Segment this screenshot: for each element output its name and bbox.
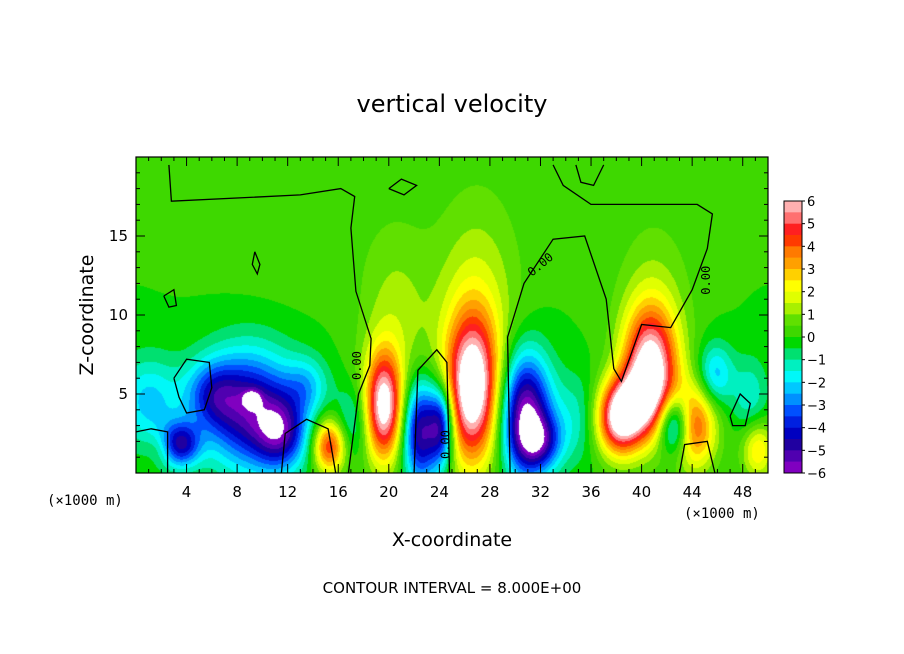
x-axis-ticks: 4 8 12 16 20 24 28 32 36 40 44 48 [148, 157, 769, 501]
zero-contour-line [506, 164, 714, 474]
chart-title: vertical velocity [357, 90, 548, 118]
colorbar-tick-label: 6 [807, 195, 815, 210]
colorbar-swatch [784, 223, 802, 236]
colorbar-tick-label: 4 [807, 240, 815, 255]
zero-contour-line [280, 418, 337, 474]
colorbar-tick-label: −5 [807, 444, 826, 459]
contour-label: 0.00 [438, 430, 452, 459]
x-tick-label: 36 [581, 483, 600, 501]
zero-contour-line [413, 348, 451, 474]
colorbar-tick-label: −4 [807, 422, 826, 437]
y-tick-label: 15 [109, 227, 128, 245]
colorbar-swatch [784, 405, 802, 417]
x-tick-label: 4 [182, 483, 192, 501]
zero-contour-line [678, 440, 716, 474]
colorbar-tick-label: 1 [807, 308, 815, 323]
colorbar-swatch [784, 348, 802, 360]
x-tick-label: 44 [683, 483, 702, 501]
y-axis-label: Z-coordinate [76, 255, 98, 376]
colorbar-swatch [784, 291, 802, 304]
colorbar-tick-label: −3 [807, 399, 826, 414]
colorbar-swatch [784, 382, 802, 394]
zero-contour-line [135, 428, 169, 473]
colorbar-swatch [784, 325, 802, 338]
colorbar-swatch [784, 303, 802, 315]
y-tick-label: 10 [109, 306, 128, 324]
colorbar: 6 5 4 3 2 1 0 −1 −2 −3 −4 −5 −6 [783, 195, 826, 482]
colorbar-swatch [784, 201, 802, 213]
colorbar-tick-label: 3 [807, 263, 815, 278]
x-axis-label: X-coordinate [392, 529, 512, 551]
colorbar-swatch [784, 359, 802, 372]
x-tick-label: 20 [379, 483, 398, 501]
colorbar-swatch [784, 314, 802, 326]
y-tick-label: 5 [118, 385, 128, 403]
zero-contour-line [575, 164, 605, 187]
colorbar-swatch [784, 371, 802, 383]
colorbar-swatch [784, 427, 802, 440]
x-tick-label: 28 [480, 483, 499, 501]
zero-contour-line [168, 164, 372, 474]
colorbar-swatch [784, 257, 802, 270]
zero-contour-line [173, 358, 213, 414]
zero-contour-line [163, 288, 178, 308]
colorbar-swatch [784, 212, 802, 224]
colorbar-swatch [784, 439, 802, 451]
contour-label: 0.00 [350, 351, 364, 380]
colorbar-swatch [784, 246, 802, 258]
contour-interval-note: CONTOUR INTERVAL = 8.000E+00 [323, 579, 582, 597]
colorbar-swatch [784, 269, 802, 281]
colorbar-tick-label: 2 [807, 286, 815, 301]
colorbar-swatch [784, 461, 802, 474]
x-tick-label: 12 [278, 483, 297, 501]
x-tick-label: 32 [531, 483, 550, 501]
zero-contour-line [251, 251, 261, 276]
x-tick-label: 24 [430, 483, 449, 501]
colorbar-tick-label: 5 [807, 218, 815, 233]
colorbar-swatch [784, 450, 802, 462]
contour-labels: 0.000.000.000.00 [350, 250, 713, 459]
zero-contour-line [729, 392, 752, 427]
colorbar-swatch [784, 393, 802, 406]
x-tick-label: 48 [733, 483, 752, 501]
colorbar-tick-label: 0 [807, 331, 815, 346]
x-unit-left: (×1000 m) [47, 493, 123, 509]
zero-contours [135, 164, 752, 474]
colorbar-tick-label: −1 [807, 354, 826, 369]
contour-label: 0.00 [699, 266, 713, 295]
x-tick-label: 8 [232, 483, 242, 501]
colorbar-tick-label: −2 [807, 376, 826, 391]
colorbar-tick-label: −6 [807, 467, 826, 482]
colorbar-swatch [784, 280, 802, 292]
colorbar-swatch [784, 416, 802, 428]
x-tick-label: 16 [329, 483, 348, 501]
velocity-field [136, 157, 768, 473]
plot-area: 0.000.000.000.00 4 8 12 16 20 24 28 32 36 40 44 48 … [109, 156, 769, 501]
colorbar-swatch [784, 337, 802, 349]
x-tick-label: 40 [632, 483, 651, 501]
zero-contour-line [388, 178, 418, 196]
colorbar-swatch [784, 235, 802, 247]
y-axis-ticks: 5 10 15 [109, 172, 768, 458]
x-unit-right: (×1000 m) [684, 506, 760, 522]
